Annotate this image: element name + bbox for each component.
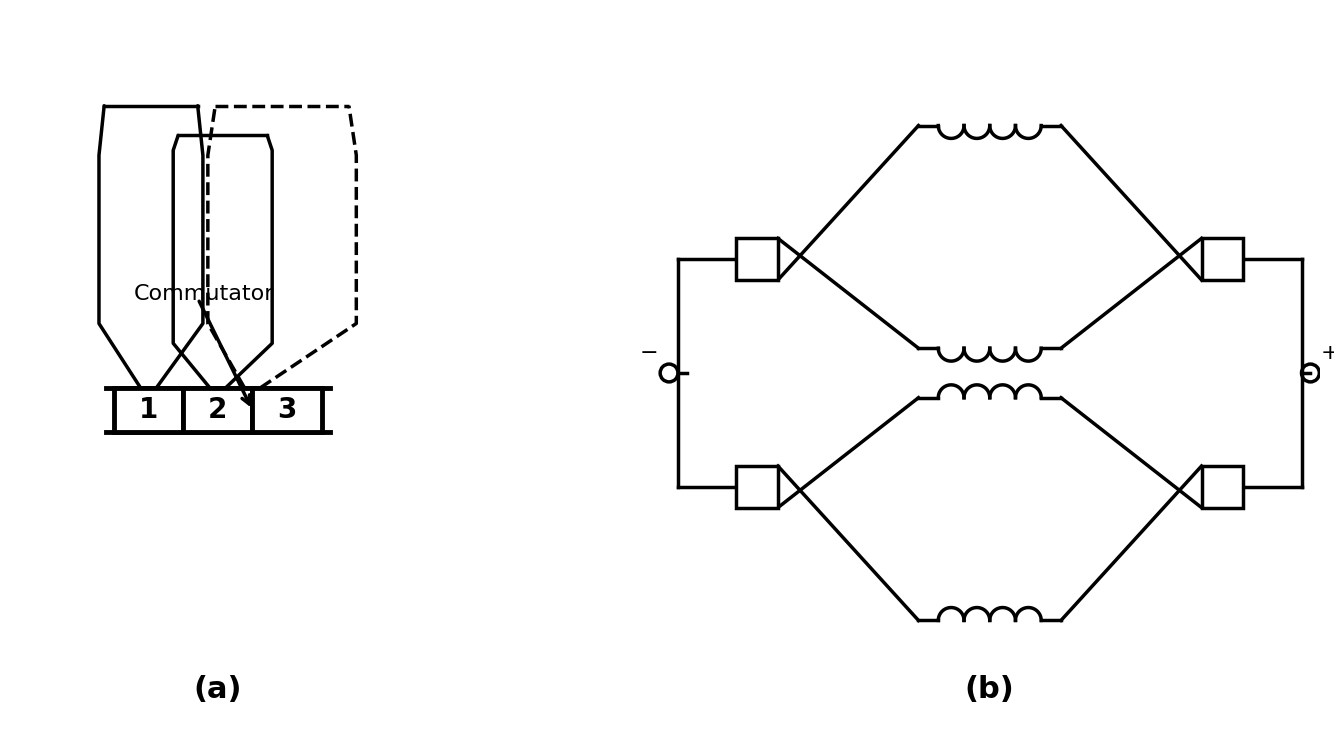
Bar	[183, 388, 252, 432]
Bar	[113, 388, 183, 432]
Text: +: +	[1321, 343, 1334, 363]
Text: 1: 1	[139, 396, 159, 424]
Bar	[252, 388, 321, 432]
Text: −: −	[640, 343, 659, 363]
Text: 2: 2	[208, 396, 227, 424]
Text: 3: 3	[277, 396, 296, 424]
Text: Commutator: Commutator	[133, 284, 273, 304]
Bar	[736, 466, 778, 507]
Text: (b): (b)	[964, 675, 1015, 704]
Bar	[736, 239, 778, 280]
Bar	[1202, 239, 1243, 280]
Text: (a): (a)	[193, 675, 241, 704]
Bar	[1202, 466, 1243, 507]
